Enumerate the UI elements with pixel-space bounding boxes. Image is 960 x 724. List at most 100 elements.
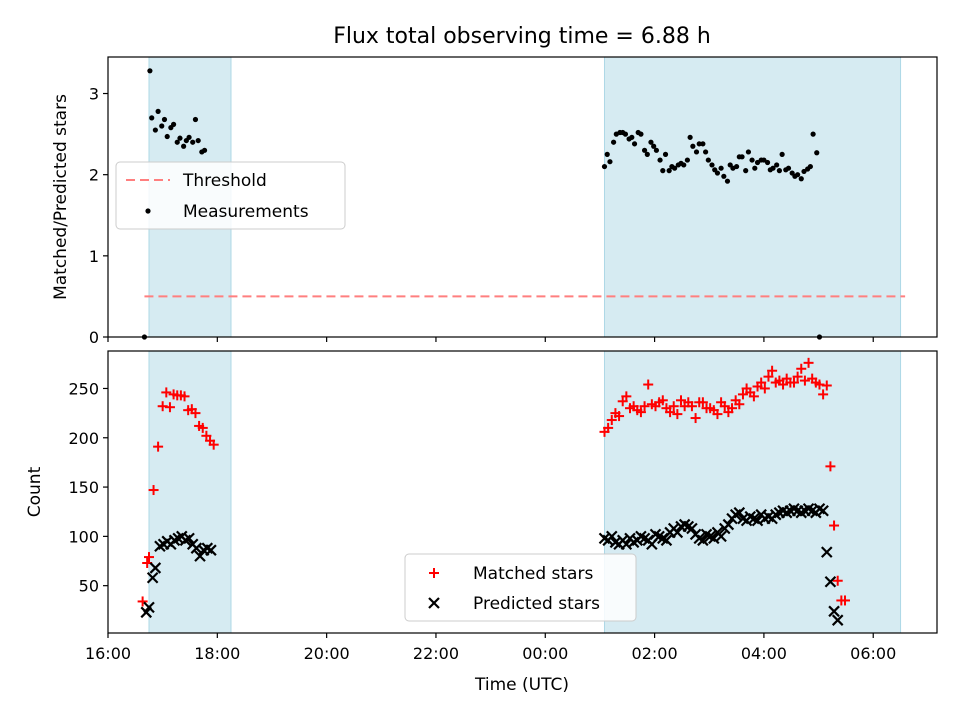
matched-stars-point — [788, 377, 799, 388]
matched-stars-point — [676, 395, 687, 406]
measurement-point — [159, 123, 165, 129]
measurement-point — [651, 143, 657, 149]
matched-stars-point — [639, 401, 650, 412]
measurement-point — [774, 162, 780, 168]
matched-stars-point — [832, 575, 843, 586]
measurement-point — [601, 163, 608, 170]
matched-stars-point — [792, 371, 803, 382]
measurement-point — [690, 143, 696, 149]
matched-stars-point — [821, 380, 832, 391]
marker-stroke — [183, 532, 195, 545]
measurement-point — [705, 157, 711, 163]
measurement-point — [764, 159, 771, 166]
marker-stroke — [609, 536, 622, 549]
x-tick-label: 00:00 — [522, 644, 568, 663]
matched-stars-point — [756, 377, 767, 388]
marker-stroke — [704, 530, 716, 543]
measurement-point — [776, 168, 782, 174]
measurement-point — [195, 137, 201, 144]
matched-stars-point — [763, 371, 774, 382]
measurement-point — [161, 116, 168, 123]
matched-stars-point — [737, 389, 748, 400]
matched-stars-point — [712, 409, 723, 420]
x-tick-label: 02:00 — [632, 644, 678, 663]
measurement-point — [190, 139, 196, 145]
marker-stroke — [828, 605, 840, 618]
measurement-point — [739, 154, 745, 160]
legend-predicted-label: Predicted stars — [473, 594, 600, 614]
measurement-point — [662, 151, 669, 157]
marker-stroke — [201, 542, 214, 554]
measurement-point — [754, 159, 761, 166]
measurement-point — [693, 149, 700, 155]
matched-stars-point — [825, 461, 836, 472]
measurement-point — [629, 134, 635, 140]
predicted-stars-point — [143, 601, 155, 614]
measurement-point — [749, 157, 755, 163]
matched-stars-point — [197, 422, 208, 433]
marker-stroke — [205, 544, 217, 556]
matched-stars-point — [665, 407, 676, 418]
matched-stars-point — [606, 415, 617, 426]
measurement-point — [622, 131, 629, 137]
plot-frame — [107, 350, 938, 634]
measurement-point — [192, 116, 199, 123]
matched-stars-point — [190, 408, 201, 419]
measurement-point — [687, 134, 693, 140]
measurement-point — [696, 141, 702, 147]
predicted-stars-point — [828, 605, 840, 618]
measurement-point — [152, 127, 158, 133]
measurement-point — [186, 134, 192, 140]
matched-stars-point — [686, 401, 697, 412]
matched-stars-point — [621, 391, 632, 402]
measurement-point — [666, 168, 672, 174]
marker-stroke — [733, 506, 746, 519]
predicted-stars-point — [149, 562, 162, 574]
top-panel: 0 1 2 3 Threshold Measurements — [89, 56, 938, 347]
marker-stroke — [635, 530, 647, 543]
matched-stars-point — [672, 409, 683, 420]
matched-stars-point — [153, 441, 164, 452]
matched-stars-point — [829, 520, 840, 531]
legend-measurements-label: Measurements — [183, 202, 309, 222]
measurement-point — [770, 165, 776, 171]
predicted-stars-point — [824, 575, 837, 588]
x-tick-label: 22:00 — [413, 644, 459, 663]
measurement-point — [170, 121, 177, 127]
legend-measurements-swatch — [145, 208, 151, 214]
marker-stroke — [751, 514, 764, 527]
matched-stars-point — [657, 395, 668, 406]
predicted-stars-point — [697, 534, 709, 547]
matched-stars-point — [148, 485, 159, 496]
marker-stroke — [682, 520, 695, 533]
measurement-point — [745, 149, 752, 155]
observing-interval — [603, 56, 902, 338]
marker-stroke — [806, 504, 818, 517]
legend-predicted-swatch — [428, 597, 440, 609]
matched-stars-point — [143, 552, 154, 563]
measurement-point — [657, 157, 663, 163]
y-tick-label: 3 — [89, 85, 99, 104]
marker-stroke — [831, 614, 844, 626]
measurement-point — [814, 150, 820, 156]
legend-frame — [115, 161, 346, 230]
y-tick-label: 1 — [89, 247, 99, 266]
matched-stars-point — [643, 379, 654, 390]
matched-stars-point — [668, 401, 679, 412]
predicted-stars-point — [146, 572, 159, 584]
matched-stars-point — [161, 387, 172, 398]
matched-stars-point — [690, 413, 701, 424]
marker-stroke — [820, 546, 833, 558]
top-y-axis-label: Matched/Predicted stars — [51, 94, 71, 300]
measurement-point — [672, 165, 678, 171]
legend-threshold-label: Threshold — [182, 171, 267, 191]
measurement-point — [648, 139, 654, 145]
matched-stars-point — [137, 596, 148, 607]
measurement-point — [752, 165, 758, 171]
measurement-point — [807, 163, 813, 170]
measurement-point — [785, 165, 792, 171]
marker-stroke — [708, 532, 720, 545]
marker-stroke — [817, 504, 829, 517]
bottom-legend: Matched stars Predicted stars — [404, 553, 637, 622]
measurement-point — [631, 141, 638, 147]
